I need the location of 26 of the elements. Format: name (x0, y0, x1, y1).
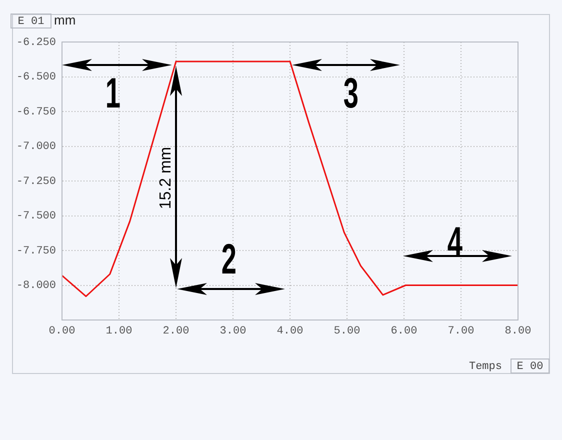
x-tick-label: 7.00 (448, 326, 474, 338)
x-tick-label: 2.00 (162, 326, 190, 338)
text: E 00 (516, 360, 544, 373)
annotation: 2 (221, 236, 237, 284)
y-tick-label: -7.750 (16, 245, 56, 258)
text: E 01 (18, 16, 45, 28)
annotation: 1 (105, 70, 121, 118)
y-tick-label: -7.000 (16, 141, 56, 154)
annotation: 3 (343, 70, 359, 118)
x-tick-label: 5.00 (334, 326, 360, 338)
x-tick-label: 4.00 (276, 326, 304, 338)
x-tick-label: 6.00 (390, 326, 418, 338)
y-axis-title: mm (54, 12, 76, 28)
y-tick-label: -6.750 (16, 106, 56, 118)
y-tick-label: -6.500 (16, 72, 56, 84)
y-tick-label: -7.500 (16, 210, 56, 223)
y-tick-label: -6.250 (16, 36, 56, 49)
x-tick-label: 1.00 (106, 326, 132, 338)
annotation: 15.2 mm (157, 146, 174, 210)
x-tick-label: 0.00 (48, 326, 76, 338)
x-tick-label: 8.00 (504, 326, 532, 338)
x-tick-label: 3.00 (220, 326, 246, 338)
y-tick-label: -8.000 (16, 280, 56, 292)
y-tick-label: -7.250 (16, 176, 56, 188)
annotation: 4 (447, 218, 463, 266)
x-axis-title: Temps (468, 360, 502, 373)
